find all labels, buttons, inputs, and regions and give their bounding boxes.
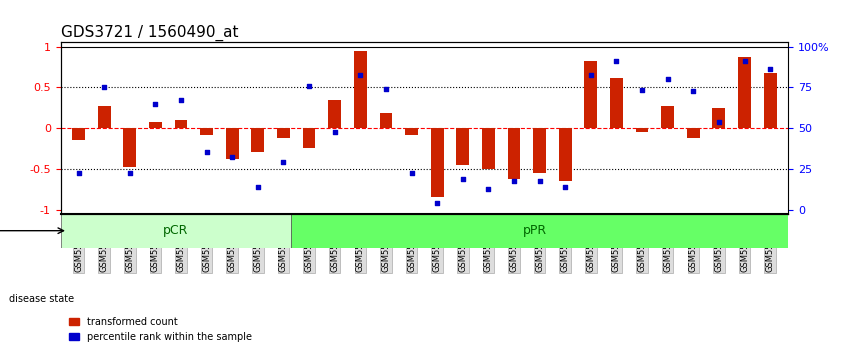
Point (251, 184, 265, 189)
Point (661, 76, 675, 82)
FancyBboxPatch shape (291, 213, 788, 248)
Text: pPR: pPR (522, 224, 546, 237)
Point (97, 85, 111, 90)
Bar (200, 128, 213, 135)
Point (481, 186, 495, 192)
Bar (123, 128, 136, 167)
Text: pCR: pCR (163, 224, 189, 237)
Bar (559, 128, 572, 181)
Bar (636, 128, 649, 132)
Text: GDS3721 / 1560490_at: GDS3721 / 1560490_at (61, 25, 238, 41)
Point (456, 176, 469, 181)
Point (533, 178, 546, 184)
Point (72, 170, 86, 176)
Point (276, 159, 290, 165)
Point (610, 58, 624, 64)
Bar (482, 128, 494, 169)
Point (327, 129, 341, 135)
Bar (456, 128, 469, 165)
Legend: transformed count, percentile rank within the sample: transformed count, percentile rank withi… (66, 313, 255, 346)
Point (225, 154, 239, 159)
Bar (738, 57, 751, 128)
Bar (610, 78, 623, 128)
Point (123, 170, 137, 176)
Bar (72, 128, 85, 140)
Bar (98, 106, 111, 128)
Bar (713, 108, 726, 128)
Bar (277, 128, 290, 138)
Bar (430, 128, 443, 197)
Point (763, 67, 777, 72)
Bar (585, 61, 598, 128)
FancyBboxPatch shape (61, 213, 291, 248)
Point (738, 58, 752, 64)
Bar (379, 113, 392, 128)
Point (302, 83, 316, 88)
Point (712, 119, 726, 124)
Point (507, 178, 521, 184)
Point (379, 86, 393, 92)
Bar (251, 128, 264, 153)
Point (584, 72, 598, 78)
Point (687, 88, 701, 94)
Bar (507, 128, 520, 178)
Bar (226, 128, 239, 159)
Bar (149, 121, 162, 128)
Bar (764, 73, 777, 128)
Bar (354, 51, 366, 128)
Point (200, 150, 214, 155)
Point (635, 87, 649, 92)
Bar (405, 128, 418, 135)
Bar (328, 99, 341, 128)
Bar (175, 120, 187, 128)
Point (404, 170, 418, 176)
Bar (662, 106, 674, 128)
Bar (533, 128, 546, 173)
Bar (687, 128, 700, 138)
Bar (303, 128, 315, 148)
Point (174, 97, 188, 102)
Point (430, 200, 444, 206)
Text: disease state: disease state (9, 294, 74, 304)
Point (559, 184, 572, 189)
Point (353, 72, 367, 78)
Point (148, 101, 162, 107)
